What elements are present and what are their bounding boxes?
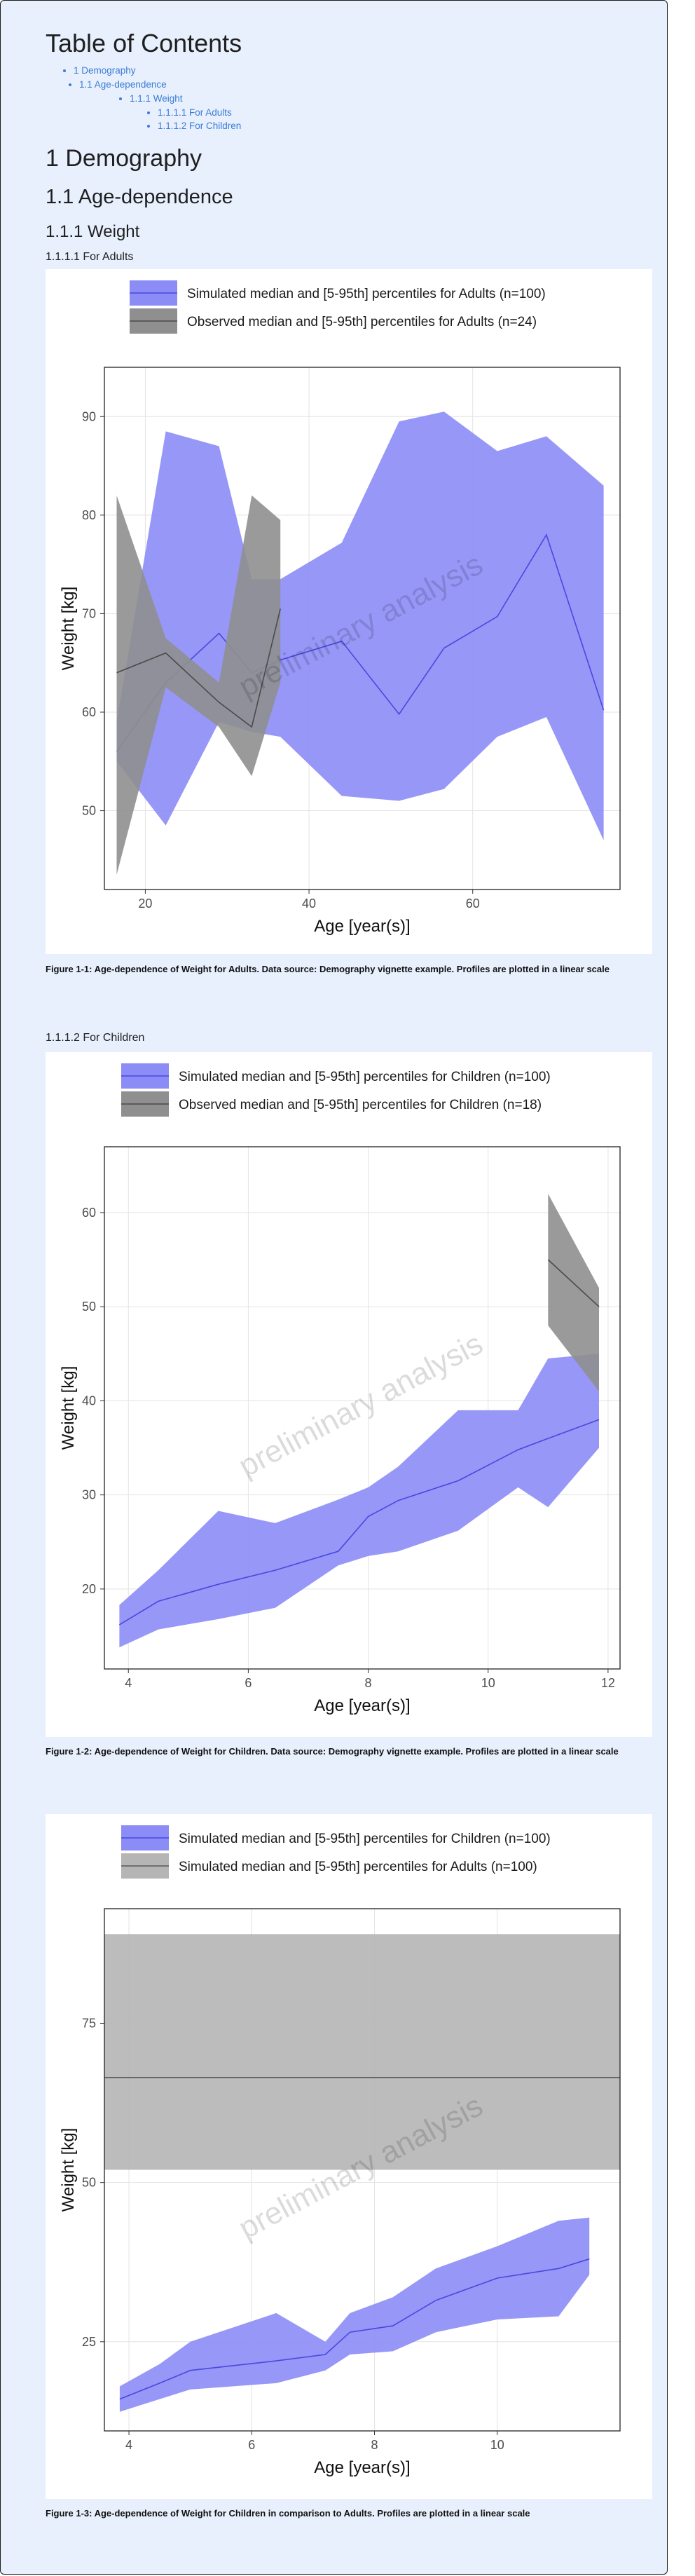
plot-grid bbox=[104, 1147, 620, 1669]
section-heading-for-adults: 1.1.1.1 For Adults bbox=[46, 251, 134, 263]
section-heading-weight: 1.1.1 Weight bbox=[46, 222, 140, 241]
y-tick-label: 90 bbox=[82, 409, 96, 423]
legend-label: Observed median and [5-95th] percentiles… bbox=[187, 315, 537, 329]
plot-frame bbox=[104, 367, 621, 890]
percentile-ribbon bbox=[116, 495, 281, 875]
x-tick-label: 4 bbox=[125, 2438, 132, 2452]
median-line bbox=[118, 1419, 600, 1626]
x-axis-label: Age [year(s)] bbox=[314, 1696, 410, 1715]
x-tick-label: 6 bbox=[248, 2438, 255, 2452]
x-tick-label: 8 bbox=[371, 2438, 378, 2452]
x-tick-label: 10 bbox=[490, 2438, 504, 2452]
percentile-ribbon bbox=[119, 1354, 599, 1648]
chart-svg: Simulated median and [5-95th] percentile… bbox=[59, 1063, 621, 1715]
y-axis-label: Weight [kg] bbox=[59, 1366, 78, 1450]
median-line bbox=[116, 608, 281, 728]
section-heading-for-children: 1.1.1.2 For Children bbox=[46, 1032, 145, 1044]
toc-title: Table of Contents bbox=[46, 29, 242, 57]
y-tick-label: 70 bbox=[82, 606, 96, 620]
percentile-ribbon bbox=[116, 411, 604, 840]
chart-legend: Simulated median and [5-95th] percentile… bbox=[130, 280, 546, 334]
series-1 bbox=[547, 1194, 600, 1391]
median-line bbox=[116, 533, 605, 752]
figure-children-weight: Simulated median and [5-95th] percentile… bbox=[46, 1052, 652, 1737]
y-tick-label: 50 bbox=[82, 2176, 96, 2190]
axes: 4 6 8 10 12 20 30 40 50 60 Age [year(s)] Weight [kg… bbox=[59, 1206, 615, 1715]
series-1 bbox=[116, 495, 281, 875]
x-axis-label: Age [year(s)] bbox=[314, 917, 410, 936]
y-tick-label: 75 bbox=[82, 2017, 96, 2031]
figure-children-vs-adults: Simulated median and [5-95th] percentile… bbox=[46, 1814, 652, 2499]
toc-link[interactable]: 1.1 Age-dependence bbox=[79, 79, 167, 90]
section-heading-age-dependence: 1.1 Age-dependence bbox=[46, 186, 233, 208]
x-tick-label: 12 bbox=[601, 1676, 615, 1690]
y-tick-label: 80 bbox=[82, 508, 96, 522]
plot-frame bbox=[104, 1908, 621, 2432]
y-tick-label: 60 bbox=[82, 705, 96, 719]
y-tick-label: 25 bbox=[82, 2335, 96, 2349]
x-tick-label: 20 bbox=[138, 897, 152, 911]
y-axis-label: Weight [kg] bbox=[59, 587, 78, 671]
toc-item-age-dependence[interactable]: 1.1 Age-dependence bbox=[79, 79, 167, 90]
y-tick-label: 30 bbox=[82, 1488, 96, 1502]
x-tick-label: 10 bbox=[481, 1676, 495, 1690]
chart-svg: Simulated median and [5-95th] percentile… bbox=[59, 1825, 621, 2477]
y-tick-label: 50 bbox=[82, 804, 96, 818]
figure-caption: Figure 1-1: Age-dependence of Weight for… bbox=[46, 964, 610, 974]
legend-label: Simulated median and [5-95th] percentile… bbox=[179, 1070, 551, 1084]
toc-link[interactable]: 1.1.1.1 For Adults bbox=[158, 107, 232, 118]
figure-caption: Figure 1-2: Age-dependence of Weight for… bbox=[46, 1746, 619, 1757]
series-1 bbox=[104, 1934, 620, 2170]
toc-link[interactable]: 1.1.1.2 For Children bbox=[158, 121, 242, 131]
legend-label: Observed median and [5-95th] percentiles… bbox=[179, 1098, 542, 1112]
series-0 bbox=[118, 1354, 600, 1648]
axes: 4 6 8 10 25 50 75 Age [year(s)] Weight [kg] bbox=[59, 2017, 504, 2477]
document-page: Table of Contents 1 Demography 1.1 Age-d… bbox=[0, 0, 668, 2575]
toc-item-demography[interactable]: 1 Demography bbox=[74, 65, 136, 76]
x-tick-label: 40 bbox=[302, 897, 316, 911]
toc-item-for-adults[interactable]: 1.1.1.1 For Adults bbox=[158, 107, 232, 118]
legend-label: Simulated median and [5-95th] percentile… bbox=[179, 1832, 551, 1846]
series-0 bbox=[116, 411, 605, 840]
chart-svg: Simulated median and [5-95th] percentile… bbox=[59, 280, 621, 936]
x-tick-label: 6 bbox=[245, 1676, 252, 1690]
y-tick-label: 20 bbox=[82, 1582, 96, 1596]
y-axis-label: Weight [kg] bbox=[59, 2128, 78, 2212]
toc-item-for-children[interactable]: 1.1.1.2 For Children bbox=[158, 121, 241, 131]
median-line bbox=[547, 1259, 600, 1307]
x-tick-label: 8 bbox=[365, 1676, 372, 1690]
percentile-ribbon bbox=[104, 1934, 620, 2170]
chart-legend: Simulated median and [5-95th] percentile… bbox=[121, 1063, 551, 1117]
toc-link[interactable]: 1.1.1 Weight bbox=[130, 93, 183, 104]
median-line bbox=[119, 2258, 590, 2400]
legend-label: Simulated median and [5-95th] percentile… bbox=[179, 1860, 537, 1874]
legend-label: Simulated median and [5-95th] percentile… bbox=[187, 287, 546, 301]
x-tick-label: 60 bbox=[466, 897, 480, 911]
x-tick-label: 4 bbox=[125, 1676, 132, 1690]
section-heading-demography: 1 Demography bbox=[46, 145, 202, 172]
y-tick-label: 60 bbox=[82, 1206, 96, 1220]
figure-caption: Figure 1-3: Age-dependence of Weight for… bbox=[46, 2508, 530, 2519]
y-tick-label: 40 bbox=[82, 1393, 96, 1408]
toc-item-weight[interactable]: 1.1.1 Weight bbox=[130, 93, 183, 104]
axes: 20 40 60 50 60 70 80 90 Age [year(s)] Weight [kg] bbox=[59, 409, 480, 936]
percentile-ribbon bbox=[548, 1194, 599, 1391]
chart-legend: Simulated median and [5-95th] percentile… bbox=[121, 1825, 551, 1879]
y-tick-label: 50 bbox=[82, 1300, 96, 1314]
figure-adults-weight: Simulated median and [5-95th] percentile… bbox=[46, 269, 652, 954]
plot-frame bbox=[104, 1146, 621, 1670]
x-axis-label: Age [year(s)] bbox=[314, 2458, 410, 2477]
percentile-ribbon bbox=[119, 2217, 590, 2412]
series-0 bbox=[119, 2217, 590, 2412]
toc-link[interactable]: 1 Demography bbox=[74, 65, 136, 76]
